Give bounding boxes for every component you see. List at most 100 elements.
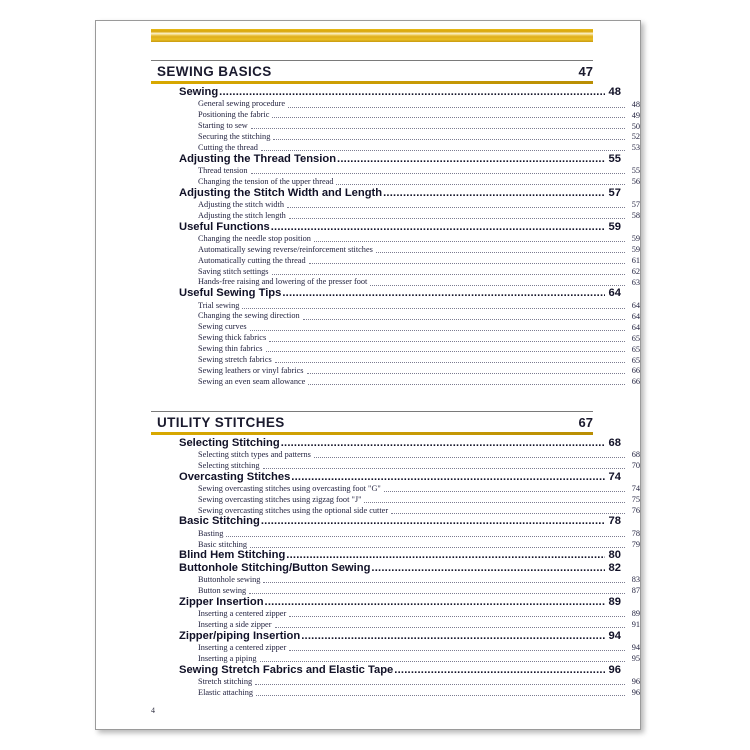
toc-section-entry[interactable]: Adjusting the Stitch Width and Length 57 <box>151 187 621 199</box>
toc-subsection-entry[interactable]: General sewing procedure 48 <box>151 100 640 110</box>
toc-entry-page-number: 59 <box>631 234 640 244</box>
dot-leader <box>306 366 625 375</box>
toc-subsection-entry[interactable]: Changing the needle stop position 59 <box>151 234 640 244</box>
toc-entry-page-number: 49 <box>631 110 640 120</box>
toc-subsection-entry[interactable]: Selecting stitching 70 <box>151 461 640 471</box>
toc-section-entry[interactable]: Zipper/piping Insertion 94 <box>151 630 621 642</box>
toc-entry-page-number: 65 <box>631 344 640 354</box>
toc-entry-label: Inserting a centered zipper <box>198 642 287 652</box>
toc-entry-label: Adjusting the stitch length <box>198 210 286 220</box>
dot-leader <box>273 132 625 141</box>
toc-subsection-entry[interactable]: Positioning the fabric 49 <box>151 110 640 120</box>
toc-section-entry[interactable]: Buttonhole Stitching/Button Sewing 82 <box>151 562 621 574</box>
toc-entry-label: Selecting Stitching <box>179 436 280 449</box>
toc-subsection-entry[interactable]: Button sewing 87 <box>151 586 640 596</box>
toc-subsection-entry[interactable]: Cutting the thread 53 <box>151 143 640 153</box>
toc-subsection-entry[interactable]: Changing the tension of the upper thread… <box>151 177 640 187</box>
dot-leader <box>249 586 625 595</box>
toc-section-entry[interactable]: Zipper Insertion 89 <box>151 595 621 608</box>
toc-subsection-entry[interactable]: Automatically sewing reverse/reinforceme… <box>151 245 640 255</box>
toc-subsection-entry[interactable]: Sewing leathers or vinyl fabrics 66 <box>151 366 640 376</box>
toc-subsection-entry[interactable]: Elastic attaching 96 <box>151 688 640 698</box>
toc-entry-label: Changing the sewing direction <box>198 311 300 321</box>
toc-subsection-entry[interactable]: Starting to sew 50 <box>151 121 640 131</box>
toc-subsection-entry[interactable]: Inserting a side zipper 91 <box>151 620 640 630</box>
toc-entry-page-number: 70 <box>631 461 640 471</box>
toc-entry-page-number: 74 <box>608 470 621 483</box>
toc-subsection-entry[interactable]: Automatically cutting the thread 61 <box>151 256 640 266</box>
toc-subsection-entry[interactable]: Selecting stitch types and patterns 68 <box>151 450 640 460</box>
toc-entry-page-number: 89 <box>608 595 621 608</box>
dot-leader <box>219 87 605 98</box>
toc-entry-page-number: 79 <box>631 540 640 550</box>
toc-entry-label: Trial sewing <box>198 300 240 310</box>
toc-section-entry[interactable]: Adjusting the Thread Tension 55 <box>151 153 621 165</box>
toc-section-entry[interactable]: Useful Functions 59 <box>151 221 621 233</box>
toc-subsection-entry[interactable]: Thread tension 55 <box>151 166 640 176</box>
toc-entry-label: Zipper Insertion <box>179 595 264 608</box>
toc-entry-label: Basic Stitching <box>179 515 260 528</box>
toc-entry-page-number: 96 <box>631 688 640 698</box>
toc-subsection-entry[interactable]: Securing the stitching 52 <box>151 132 640 142</box>
dot-leader <box>288 100 625 108</box>
toc-entry-label: Cutting the thread <box>198 142 258 152</box>
toc-subsection-entry[interactable]: Sewing thick fabrics 65 <box>151 334 640 344</box>
toc-entry-page-number: 55 <box>631 166 640 176</box>
toc-subsection-entry[interactable]: Buttonhole sewing 83 <box>151 575 640 585</box>
toc-subsection-entry[interactable]: Basic stitching 79 <box>151 540 640 550</box>
toc-entry-page-number: 57 <box>631 200 640 210</box>
document-page: SEWING BASICS47Sewing48General sewing pr… <box>95 20 641 730</box>
toc-entry-label: Automatically sewing reverse/reinforceme… <box>198 244 373 254</box>
toc-subsection-entry[interactable]: Hands-free raising and lowering of the p… <box>151 278 640 288</box>
toc-subsection-entry[interactable]: Stretch stitching 96 <box>151 677 640 687</box>
toc-entry-label: Thread tension <box>198 165 248 175</box>
toc-subsection-entry[interactable]: Saving stitch settings 62 <box>151 267 640 277</box>
toc-section-entry[interactable]: Selecting Stitching 68 <box>151 436 621 449</box>
toc-subsection-entry[interactable]: Trial sewing 64 <box>151 301 640 311</box>
toc-section-entry[interactable]: Useful Sewing Tips 64 <box>151 288 621 299</box>
toc-subsection-entry[interactable]: Adjusting the stitch length 58 <box>151 211 640 221</box>
chapter-spacer <box>151 389 593 411</box>
toc-subsection-entry[interactable]: Sewing overcasting stitches using zigzag… <box>151 495 640 505</box>
dot-leader <box>269 334 625 342</box>
toc-subsection-entry[interactable]: Sewing thin fabrics 65 <box>151 344 640 354</box>
toc-subsection-entry[interactable]: Sewing an even seam allowance 66 <box>151 377 640 387</box>
toc-subsection-entry[interactable]: Inserting a centered zipper 89 <box>151 609 640 619</box>
toc-subsection-entry[interactable]: Basting 78 <box>151 529 640 539</box>
chapter-rule-top <box>151 410 593 412</box>
toc-subsection-entry[interactable]: Inserting a centered zipper 94 <box>151 643 640 653</box>
toc-entry-label: Sewing thin fabrics <box>198 344 263 354</box>
toc-subsection-entry[interactable]: Sewing overcasting stitches using the op… <box>151 506 640 516</box>
toc-section-entry[interactable]: Overcasting Stitches 74 <box>151 470 621 483</box>
toc-entry-page-number: 48 <box>608 86 621 98</box>
toc-subsection-entry[interactable]: Sewing curves 64 <box>151 323 640 333</box>
toc-subsection-entry[interactable]: Changing the sewing direction 64 <box>151 312 640 322</box>
toc-subsection-entry[interactable]: Inserting a piping 95 <box>151 654 640 664</box>
toc-section-entry[interactable]: Basic Stitching 78 <box>151 516 621 527</box>
toc-entry-label: Selecting stitch types and patterns <box>198 449 311 459</box>
toc-subsection-entry[interactable]: Adjusting the stitch width 57 <box>151 200 640 210</box>
dot-leader <box>249 323 625 331</box>
toc-entry-label: Sewing overcasting stitches using zigzag… <box>198 494 362 504</box>
toc-subsection-entry[interactable]: Sewing overcasting stitches using overca… <box>151 484 640 494</box>
toc-entry-label: Adjusting the stitch width <box>198 199 284 209</box>
toc-section-entry[interactable]: Sewing 48 <box>151 86 621 98</box>
dot-leader <box>272 110 625 119</box>
toc-entry-label: General sewing procedure <box>198 99 286 109</box>
dot-leader <box>242 301 625 309</box>
toc-entry-page-number: 78 <box>631 529 640 539</box>
toc-subsection-entry[interactable]: Sewing stretch fabrics 65 <box>151 355 640 365</box>
toc-entry-label: Sewing stretch fabrics <box>198 355 272 365</box>
toc-entry-page-number: 65 <box>631 355 640 365</box>
toc-entry-label: Basic stitching <box>198 539 248 549</box>
chapter-header[interactable]: UTILITY STITCHES 67 <box>151 412 593 432</box>
decorative-gold-band <box>151 29 593 42</box>
chapter-header[interactable]: SEWING BASICS 47 <box>151 61 593 81</box>
toc-entry-page-number: 76 <box>631 506 640 516</box>
toc-section-entry[interactable]: Sewing Stretch Fabrics and Elastic Tape 9… <box>151 664 621 676</box>
toc-entry-page-number: 64 <box>631 322 640 332</box>
toc-entry-page-number: 53 <box>631 143 640 153</box>
toc-section-entry[interactable]: Blind Hem Stitching 80 <box>151 550 621 561</box>
chapter-block: SEWING BASICS47Sewing48General sewing pr… <box>151 60 640 387</box>
toc-entry-page-number: 65 <box>631 333 640 343</box>
